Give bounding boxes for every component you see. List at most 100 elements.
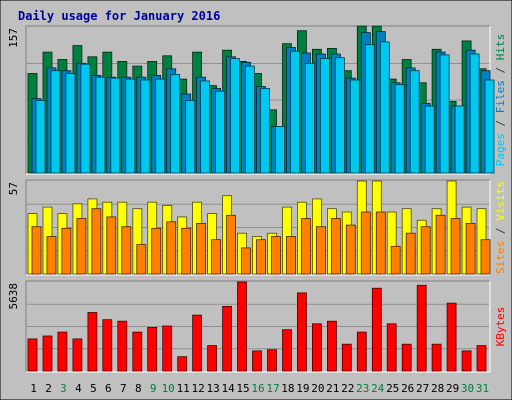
bar-kbytes-day-12 (192, 314, 203, 372)
bar-kbytes-day-26 (401, 343, 412, 372)
bar-pages-day-21 (334, 57, 345, 174)
bar-kbytes-day-29 (446, 302, 457, 372)
legend-item: / (494, 113, 507, 133)
bar-pages-day-6 (110, 77, 121, 174)
bar-pages-day-25 (394, 84, 405, 174)
legend-item: / (494, 221, 507, 241)
x-tick-label: 28 (431, 382, 444, 395)
bar-kbytes-day-19 (296, 292, 307, 372)
bar-sites-day-27 (420, 226, 431, 275)
bar-sites-day-6 (106, 216, 117, 275)
bar-sites-day-24 (375, 211, 386, 275)
bar-sites-day-30 (465, 222, 476, 275)
chart-panels: 157 Pages / Files / Hits 57 Sites / Visits 5… (7, 25, 507, 373)
bar-kbytes-day-8 (132, 331, 143, 372)
x-tick-label: 2 (45, 382, 52, 395)
legend-item: Pages (494, 133, 507, 166)
x-tick-label: 4 (75, 382, 82, 395)
x-tick-label: 5 (90, 382, 97, 395)
bar-kbytes-day-15 (237, 281, 247, 372)
bar-pages-day-14 (230, 58, 241, 174)
bar-pages-day-24 (379, 41, 390, 174)
bar-sites-day-14 (226, 214, 237, 275)
bar-pages-day-15 (245, 65, 255, 174)
bar-kbytes-day-7 (117, 320, 128, 372)
bar-sites-day-25 (390, 245, 401, 275)
bar-pages-day-10 (170, 74, 181, 174)
x-tick-label: 1 (30, 382, 37, 395)
bar-sites-day-16 (256, 239, 266, 275)
bar-kbytes-day-24 (371, 287, 382, 372)
bar-kbytes-day-10 (162, 325, 173, 372)
x-tick-label: 3 (60, 382, 67, 395)
bar-kbytes-day-9 (147, 326, 158, 372)
x-tick-label: 31 (476, 382, 489, 395)
x-tick-label: 29 (446, 382, 459, 395)
legend-item: Files (494, 80, 507, 113)
bar-pages-day-18 (290, 50, 300, 174)
bar-kbytes-day-14 (222, 305, 233, 372)
bar-kbytes-day-27 (416, 284, 427, 372)
bar-pages-day-31 (484, 79, 495, 174)
legend-item: KBytes (494, 307, 507, 347)
bar-kbytes-day-2 (42, 335, 53, 372)
bar-kbytes-day-23 (356, 331, 367, 372)
bar-sites-day-8 (136, 244, 147, 275)
bar-pages-day-12 (200, 80, 211, 174)
bar-kbytes-day-22 (341, 343, 352, 372)
bar-pages-day-11 (185, 100, 196, 174)
x-axis-labels: 1 2 3 4 5 6 7 8 9 10 11 12 13 14 15 16 17 18 19 20 21 22 23 24 2… (30, 382, 489, 395)
bar-kbytes-day-30 (461, 350, 472, 372)
x-tick-label: 9 (150, 382, 157, 395)
bar-pages-day-13 (215, 90, 226, 174)
legend-item: Sites (494, 241, 507, 274)
bar-pages-day-28 (439, 54, 450, 174)
max-value-label: 157 (7, 28, 20, 48)
x-tick-label: 30 (461, 382, 474, 395)
x-tick-label: 24 (371, 382, 385, 395)
bar-kbytes-day-13 (207, 345, 218, 372)
bar-sites-day-26 (405, 232, 416, 275)
x-tick-label: 13 (206, 382, 219, 395)
bar-sites-day-11 (181, 227, 192, 275)
legend-pages-files-hits: Pages / Files / Hits (494, 34, 507, 167)
x-tick-label: 7 (120, 382, 127, 395)
bar-pages-day-3 (65, 73, 76, 174)
bar-sites-day-28 (435, 214, 446, 275)
x-tick-label: 17 (266, 382, 279, 395)
bar-sites-day-1 (31, 226, 42, 275)
x-tick-label: 11 (177, 382, 190, 395)
bar-sites-day-13 (211, 239, 222, 275)
max-value-label: 5638 (7, 283, 20, 310)
bar-pages-day-9 (155, 78, 166, 174)
legend-sites-visits: Sites / Visits (494, 181, 507, 274)
bar-pages-day-17 (275, 126, 285, 174)
bar-kbytes-day-20 (311, 323, 322, 372)
bar-pages-day-1 (35, 100, 46, 174)
x-tick-label: 27 (416, 382, 429, 395)
bar-sites-day-7 (121, 226, 132, 275)
bar-sites-day-20 (315, 226, 326, 275)
bar-kbytes-day-25 (386, 323, 397, 372)
bar-kbytes-day-18 (282, 329, 292, 372)
bar-pages-day-7 (125, 78, 136, 174)
bar-pages-day-8 (140, 79, 151, 174)
x-tick-label: 19 (296, 382, 309, 395)
bar-sites-day-5 (91, 208, 102, 275)
panel-kbytes: 5638 KBytes (7, 280, 507, 373)
x-tick-label: 21 (326, 382, 339, 395)
x-tick-label: 20 (311, 382, 324, 395)
bar-pages-day-22 (349, 79, 360, 174)
max-value-label: 57 (7, 182, 20, 195)
chart-title: Daily usage for January 2016 (18, 9, 220, 23)
x-tick-label: 22 (341, 382, 354, 395)
bar-sites-day-18 (286, 236, 296, 275)
bar-sites-day-3 (61, 227, 72, 275)
x-tick-label: 15 (236, 382, 249, 395)
bar-kbytes-day-31 (476, 345, 487, 372)
x-tick-label: 23 (356, 382, 369, 395)
bar-kbytes-day-4 (72, 338, 83, 372)
bar-pages-day-4 (80, 63, 91, 174)
bar-sites-day-10 (166, 221, 177, 275)
x-tick-label: 25 (386, 382, 399, 395)
